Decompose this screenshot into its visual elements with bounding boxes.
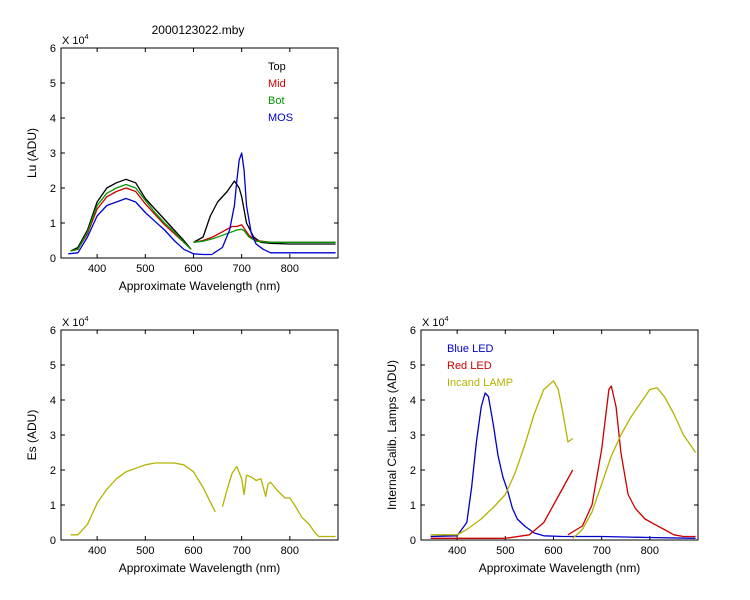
y-exponent-base: X 10 xyxy=(62,317,85,329)
y-tick-label: 2 xyxy=(50,183,56,195)
plot-frame xyxy=(420,329,699,541)
y-tick-label: 6 xyxy=(50,43,56,55)
series-line-mid xyxy=(70,187,192,252)
y-exponent-power: 4 xyxy=(445,316,449,323)
y-axis-label: Es (ADU) xyxy=(25,410,39,461)
x-tick-label: 400 xyxy=(88,263,106,275)
x-axis-label: Approximate Wavelength (nm) xyxy=(479,561,641,575)
y-tick-label: 3 xyxy=(50,148,56,160)
series-line-red-led xyxy=(430,469,574,539)
x-tick-label: 800 xyxy=(281,263,299,275)
series-line-top xyxy=(70,178,192,252)
y-tick-label: 3 xyxy=(50,430,56,442)
y-tick-label: 4 xyxy=(50,395,56,407)
x-tick-label: 500 xyxy=(496,545,514,557)
x-tick-label: 600 xyxy=(184,545,202,557)
x-tick-label: 700 xyxy=(592,545,610,557)
y-exponent-label: X 104 xyxy=(62,316,89,329)
series-line-blue-led xyxy=(430,392,696,539)
series-line-incand-lamp xyxy=(430,380,574,536)
y-exponent-base: X 10 xyxy=(422,317,445,329)
y-exponent-power: 4 xyxy=(85,34,89,41)
y-tick-label: 2 xyxy=(50,465,56,477)
y-tick-label: 0 xyxy=(50,535,56,547)
y-tick-label: 1 xyxy=(50,218,56,230)
series-line-incand-lamp xyxy=(572,387,697,539)
series-line-bot xyxy=(193,228,336,243)
x-tick-label: 500 xyxy=(136,263,154,275)
legend-entry: Bot xyxy=(268,95,285,107)
legend-entry: Incand LAMP xyxy=(447,377,513,389)
y-exponent-label: X 104 xyxy=(62,34,89,47)
x-tick-label: 700 xyxy=(232,263,250,275)
x-tick-label: 700 xyxy=(232,545,250,557)
x-tick-label: 800 xyxy=(641,545,659,557)
plot-frame xyxy=(60,47,339,259)
series-line-mos xyxy=(68,197,213,256)
x-tick-label: 400 xyxy=(88,545,106,557)
y-tick-label: 0 xyxy=(410,535,416,547)
series-line-mos xyxy=(212,152,336,255)
x-tick-label: 400 xyxy=(448,545,466,557)
x-tick-label: 600 xyxy=(184,263,202,275)
y-exponent-power: 4 xyxy=(85,316,89,323)
series-line-es xyxy=(221,465,336,538)
y-tick-label: 5 xyxy=(50,78,56,90)
legend-entry: MOS xyxy=(268,112,293,124)
y-exponent-base: X 10 xyxy=(62,35,85,47)
legend-entry: Top xyxy=(268,61,286,73)
x-axis-label: Approximate Wavelength (nm) xyxy=(119,279,281,293)
y-tick-label: 1 xyxy=(50,500,56,512)
legend-entry: Mid xyxy=(268,78,286,90)
y-tick-label: 4 xyxy=(50,113,56,125)
series-line-top xyxy=(193,180,336,245)
legend-entry: Blue LED xyxy=(447,343,494,355)
y-tick-label: 4 xyxy=(410,395,416,407)
x-axis-label: Approximate Wavelength (nm) xyxy=(119,561,281,575)
y-tick-label: 5 xyxy=(50,360,56,372)
y-tick-label: 3 xyxy=(410,430,416,442)
figure-title: 2000123022.mby xyxy=(152,23,245,37)
y-exponent-label: X 104 xyxy=(422,316,449,329)
y-tick-label: 5 xyxy=(410,360,416,372)
x-tick-label: 500 xyxy=(136,545,154,557)
y-tick-label: 2 xyxy=(410,465,416,477)
plot-frame xyxy=(60,329,339,541)
legend-entry: Red LED xyxy=(447,360,492,372)
series-line-bot xyxy=(70,183,192,252)
y-tick-label: 1 xyxy=(410,500,416,512)
series-line-es xyxy=(70,462,216,536)
x-tick-label: 800 xyxy=(281,545,299,557)
series-line-red-led xyxy=(567,385,696,538)
y-axis-label: Lu (ADU) xyxy=(25,128,39,178)
x-tick-label: 600 xyxy=(544,545,562,557)
y-tick-label: 0 xyxy=(50,253,56,265)
y-tick-label: 6 xyxy=(50,325,56,337)
y-tick-label: 6 xyxy=(410,325,416,337)
y-axis-label: Internal Calib. Lamps (ADU) xyxy=(385,360,399,510)
